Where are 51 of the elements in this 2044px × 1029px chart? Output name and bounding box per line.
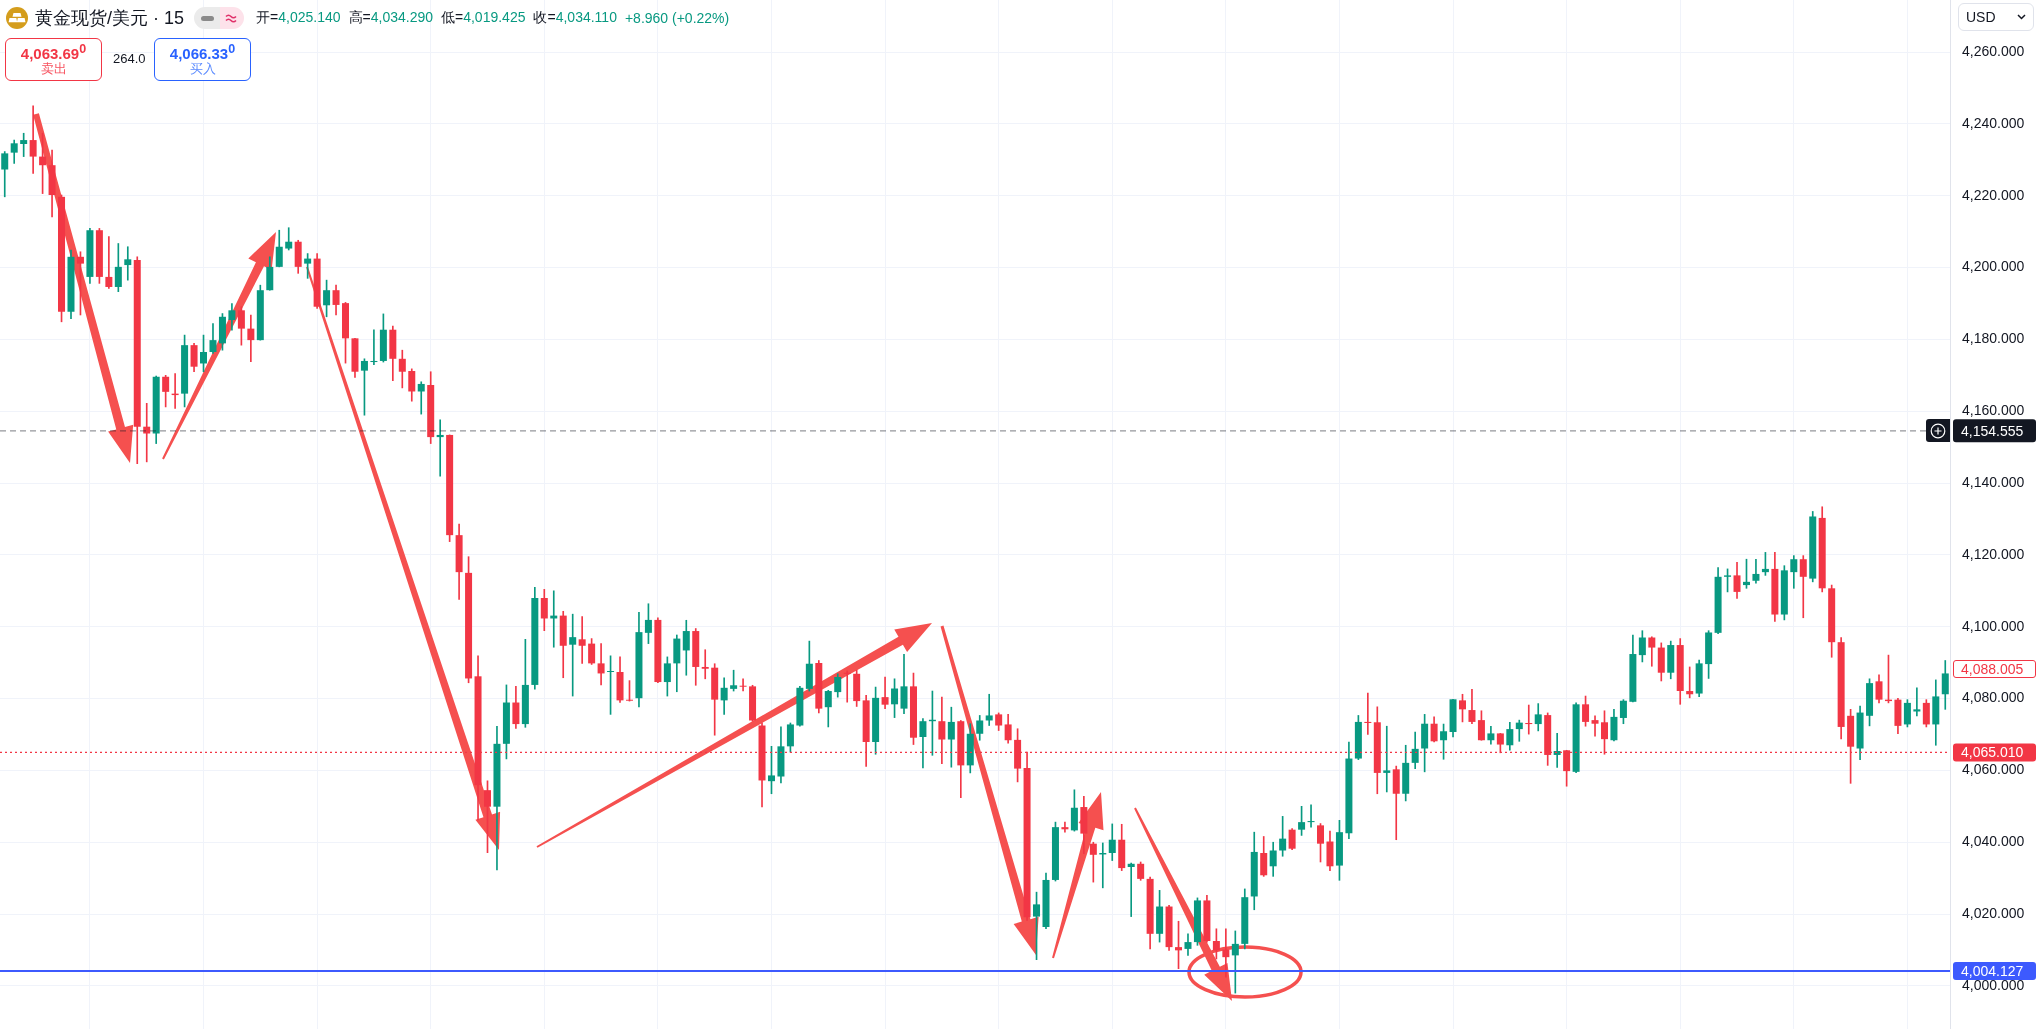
ref-line-label: 4,004.127 bbox=[1961, 962, 2024, 979]
candlestick bbox=[124, 246, 132, 281]
candlestick bbox=[417, 381, 425, 415]
text: 黄金现货/美元 · 15 bbox=[35, 7, 185, 30]
candlestick bbox=[247, 314, 255, 363]
y-tick-label: 4,260.000 bbox=[1962, 42, 2025, 59]
y-tick-label: 4,240.000 bbox=[1962, 114, 2025, 131]
y-tick-label: 4,160.000 bbox=[1962, 402, 2025, 419]
candlestick bbox=[843, 670, 851, 703]
candlestick bbox=[29, 105, 37, 174]
y-tick-label: 4,220.000 bbox=[1962, 186, 2025, 203]
candlestick bbox=[1913, 687, 1921, 717]
candlestick bbox=[105, 236, 113, 289]
candlestick bbox=[143, 403, 151, 463]
annotation: 收=4,034.110 bbox=[533, 9, 617, 25]
candlestick bbox=[1383, 725, 1391, 793]
annotation: 4,063.69$^{0}$ bbox=[20, 41, 87, 63]
y-tick-label: 4,120.000 bbox=[1962, 545, 2025, 562]
annotation: 开=4,025.140 bbox=[256, 9, 341, 25]
candlestick bbox=[569, 613, 577, 697]
ref-line-label: 4,065.010 bbox=[1961, 744, 2024, 761]
annotation: 买入 bbox=[189, 61, 216, 78]
candlestick bbox=[1127, 862, 1135, 917]
y-tick-label: 4,140.000 bbox=[1962, 473, 2025, 490]
candlestick bbox=[701, 649, 709, 680]
annotation: 高=4,034.290 bbox=[348, 9, 433, 25]
ref-line-label: 4,154.555 bbox=[1961, 422, 2024, 439]
y-tick-label: 4,060.000 bbox=[1962, 761, 2025, 778]
candlestick bbox=[1061, 821, 1069, 833]
candlestick bbox=[739, 678, 747, 692]
annotation: 卖出 bbox=[40, 61, 67, 78]
y-axis-title: USD bbox=[1966, 9, 1996, 25]
candlestick bbox=[1231, 930, 1239, 994]
y-tick-label: 4,040.000 bbox=[1962, 833, 2025, 850]
candlestick bbox=[436, 419, 444, 477]
candlestick bbox=[1686, 666, 1694, 699]
y-tick-label: 4,180.000 bbox=[1962, 330, 2025, 347]
candlestick bbox=[1591, 715, 1599, 737]
annotation: +8.960 (+0.22%) bbox=[624, 10, 730, 26]
annotation: 4,066.33$^{0}$ bbox=[169, 41, 236, 63]
y-tick-label: 4,100.000 bbox=[1962, 617, 2025, 634]
y-tick-label: 4,200.000 bbox=[1962, 258, 2025, 275]
candlestick bbox=[1222, 928, 1230, 978]
text: 4,088.005 bbox=[1961, 661, 2024, 677]
annotation: 低=4,019.425 bbox=[441, 9, 526, 25]
candlestick bbox=[597, 643, 605, 686]
candlestick bbox=[578, 616, 586, 664]
y-tick-label: 4,020.000 bbox=[1962, 904, 2025, 921]
y-tick-label: 4,080.000 bbox=[1962, 689, 2025, 706]
annotation: 264.0 bbox=[113, 51, 146, 66]
candlestick bbox=[985, 693, 993, 726]
